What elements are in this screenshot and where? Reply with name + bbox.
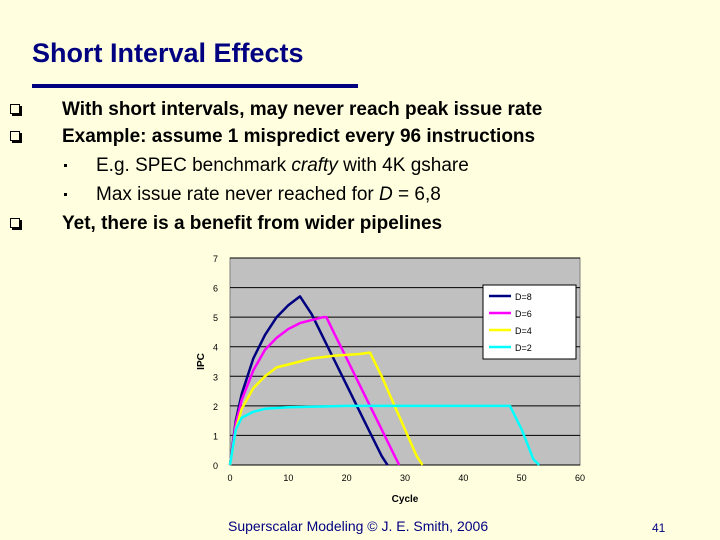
square-bullet-icon	[10, 104, 20, 114]
bullet-2-text: Example: assume 1 mispredict every 96 in…	[62, 126, 536, 147]
dot-bullet-icon	[64, 164, 67, 167]
legend-label: D=4	[515, 326, 532, 336]
legend-label: D=8	[515, 292, 532, 302]
subbullet-1-prefix: E.g. SPEC benchmark	[96, 155, 292, 176]
bullet-1-text: With short intervals, may never reach pe…	[62, 99, 543, 120]
page-number: 41	[652, 521, 666, 535]
slide-title: Short Interval Effects	[32, 38, 304, 68]
x-tick-label: 0	[227, 473, 232, 483]
y-tick-label: 6	[213, 284, 218, 294]
y-tick-label: 5	[213, 313, 218, 323]
x-axis-label: Cycle	[392, 494, 419, 505]
square-bullet-icon	[10, 131, 20, 141]
title-underline	[32, 84, 358, 88]
y-tick-label: 4	[213, 343, 218, 353]
series-line-D=8	[228, 295, 389, 466]
subbullet-1-italic: crafty	[291, 155, 338, 176]
legend-label: D=2	[515, 343, 532, 353]
x-tick-label: 20	[342, 473, 352, 483]
series-line-D=4	[228, 351, 424, 466]
x-tick-label: 40	[458, 473, 468, 483]
y-tick-label: 2	[213, 402, 218, 412]
subbullet-2: Max issue rate never reached for D = 6,8	[64, 184, 441, 206]
ipc-chart: 0 1 2 3 4 5 6 7 0 10 20 30 40 50 60 Cycle IPC D=8 D=6 D=4 D=…	[196, 254, 585, 505]
series-line-D=2	[228, 404, 541, 466]
footer-text: Superscalar Modeling © J. E. Smith, 2006	[228, 518, 489, 534]
subbullet-2-italic: D	[379, 184, 393, 205]
y-tick-label: 3	[213, 372, 218, 382]
bullet-2: Example: assume 1 mispredict every 96 in…	[10, 126, 536, 148]
x-tick-label: 30	[400, 473, 410, 483]
subbullet-1: E.g. SPEC benchmark crafty with 4K gshar…	[64, 155, 469, 177]
bullet-3-text: Yet, there is a benefit from wider pipel…	[62, 213, 443, 234]
y-tick-label: 7	[213, 254, 218, 264]
subbullet-2-prefix: Max issue rate never reached for	[96, 184, 380, 205]
x-tick-label: 50	[517, 473, 527, 483]
subbullet-2-suffix: = 6,8	[392, 184, 441, 205]
x-tick-label: 10	[283, 473, 293, 483]
y-tick-label: 0	[213, 461, 218, 471]
series-line-D=6	[228, 315, 401, 466]
legend-label: D=6	[515, 309, 532, 319]
square-bullet-icon	[10, 218, 20, 228]
bullet-1: With short intervals, may never reach pe…	[10, 99, 543, 121]
dot-bullet-icon	[64, 193, 67, 196]
y-axis-label: IPC	[196, 353, 207, 370]
y-tick-label: 1	[213, 431, 218, 441]
x-tick-label: 60	[575, 473, 585, 483]
bullet-3: Yet, there is a benefit from wider pipel…	[10, 213, 443, 235]
subbullet-1-suffix: with 4K gshare	[337, 155, 469, 176]
